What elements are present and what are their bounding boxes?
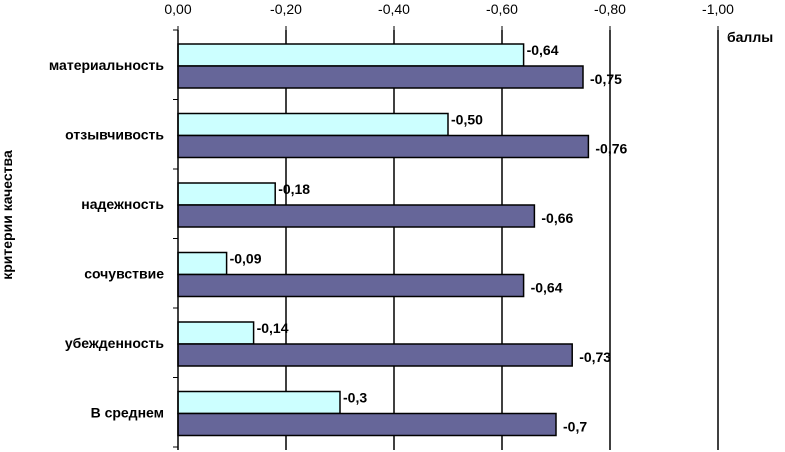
x-tick-label: 0,00 [164, 1, 191, 17]
data-label: -0,66 [541, 210, 573, 226]
bar-series-2 [177, 343, 573, 367]
bars [177, 43, 590, 437]
bar-series-2 [177, 65, 584, 89]
category-label: убежденность [65, 335, 165, 351]
bar-series-2 [177, 412, 557, 437]
x-tick-label: -0,60 [486, 1, 518, 17]
data-label: -0,7 [563, 419, 587, 435]
data-label: -0,3 [343, 390, 367, 406]
x-axis: 0,00 -0,20 -0,40 -0,60 -0,80 -1,00 [164, 1, 734, 448]
data-label: -0,75 [590, 71, 622, 87]
bar-series-1 [177, 251, 228, 276]
data-label: -0,76 [595, 141, 627, 157]
x-tick-label: -0,20 [270, 1, 302, 17]
data-label: -0,50 [451, 112, 483, 128]
data-label: -0,64 [531, 280, 563, 296]
bar-series-2 [177, 273, 525, 298]
x-tick-label: -1,00 [702, 1, 734, 17]
category-label: надежность [81, 196, 164, 212]
category-label: В среднем [91, 405, 164, 421]
bar-series-1 [177, 43, 525, 67]
bar-series-2 [177, 134, 590, 159]
bar-series-1 [177, 112, 449, 137]
category-label: сочувствие [84, 266, 164, 282]
data-labels: -0,64 -0,75 -0,50 -0,76 -0,18 -0,66 -0,09 -0,64… [230, 42, 628, 435]
y-axis-title: критерии качества [0, 150, 15, 280]
data-label: -0,64 [527, 42, 559, 58]
bar-series-1 [177, 321, 255, 345]
category-label: отзывчивость [65, 127, 164, 143]
data-label: -0,09 [230, 251, 262, 267]
category-labels: материальность отзывчивость надежность сочу… [49, 57, 165, 421]
x-tick-label: -0,40 [378, 1, 410, 17]
data-label: -0,73 [579, 349, 611, 365]
x-tick-label: -0,80 [594, 1, 626, 17]
x-axis-title: баллы [727, 29, 773, 45]
data-label: -0,18 [278, 181, 310, 197]
data-label: -0,14 [257, 320, 289, 336]
bar-series-1 [177, 390, 341, 415]
bar-series-2 [177, 204, 536, 228]
bar-series-1 [177, 182, 276, 206]
category-label: материальность [49, 57, 165, 73]
gridlines [285, 30, 719, 450]
